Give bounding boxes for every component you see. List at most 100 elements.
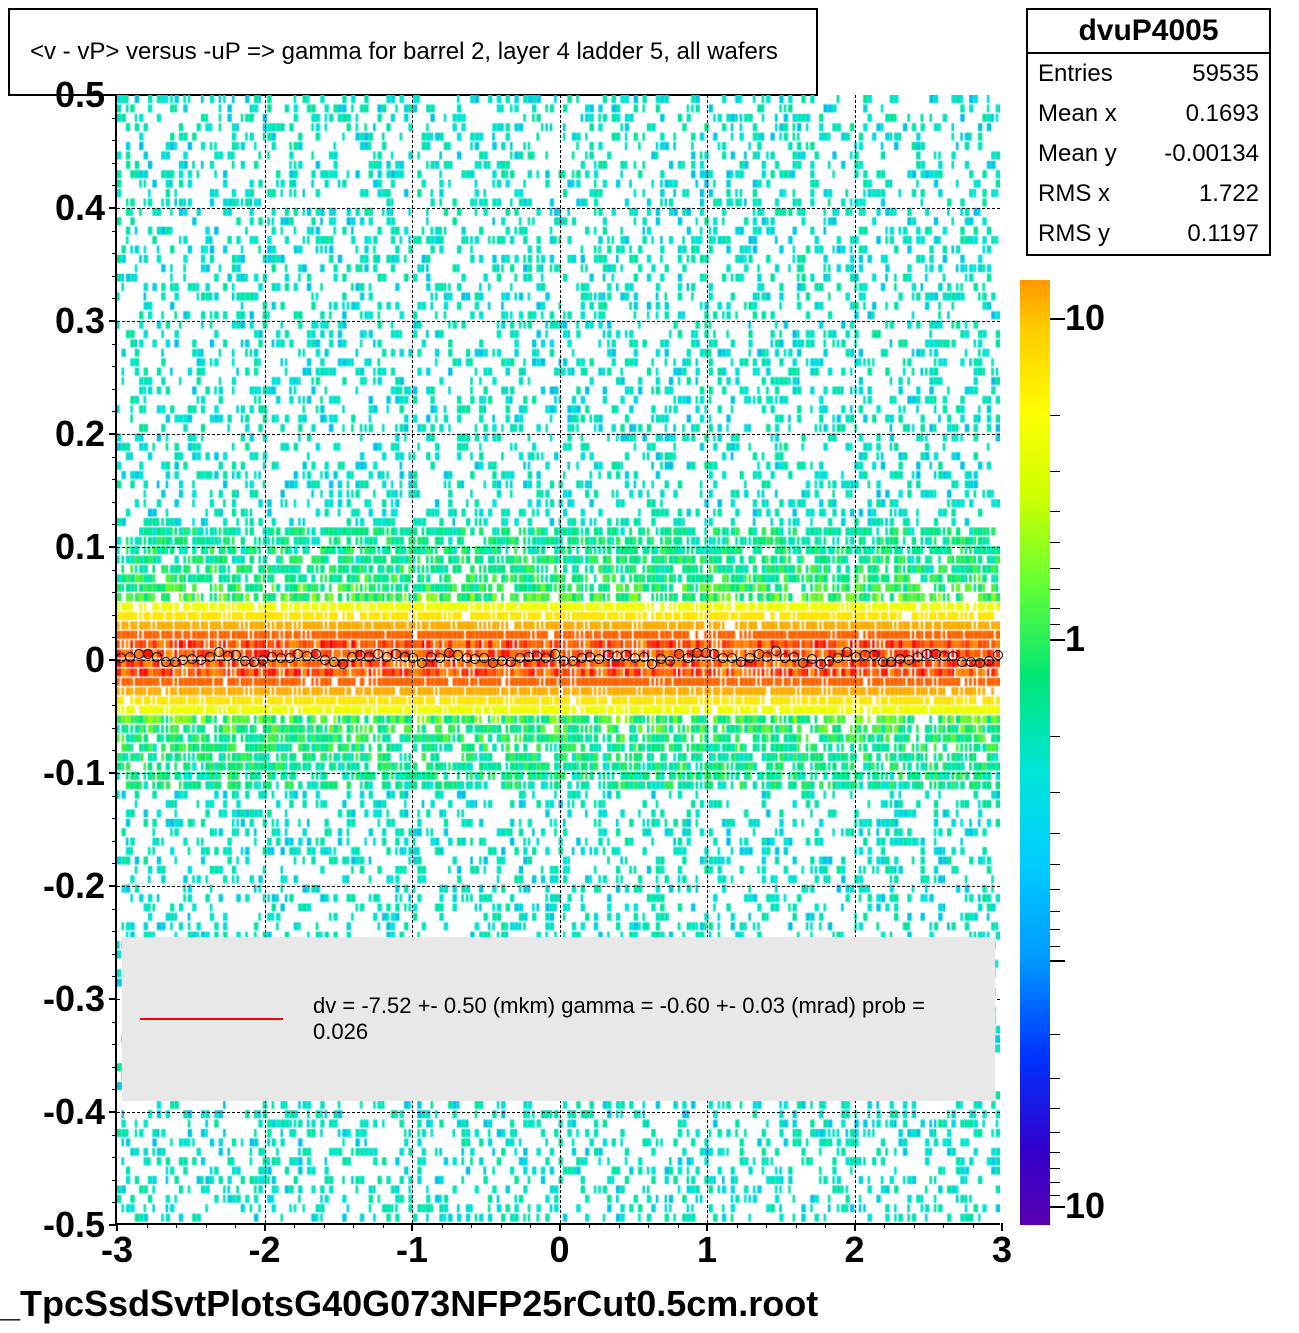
tick-x-minor: [707, 1223, 708, 1228]
y-axis-label: -0.3: [15, 978, 105, 1020]
colorbar-tick-minor: [1050, 1182, 1060, 1183]
profile-marker: [665, 656, 675, 666]
tick-x-minor: [501, 1223, 502, 1228]
tick-x-minor: [147, 1223, 148, 1228]
stats-label: Entries: [1038, 60, 1113, 88]
y-axis-label: 0: [15, 639, 105, 681]
colorbar-tick-minor: [1050, 1195, 1060, 1196]
plot-area: dv = -7.52 +- 0.50 (mkm) gamma = -0.60 +…: [115, 95, 1000, 1225]
stats-box: dvuP4005 Entries 59535 Mean x0.1693 Mean y -…: [1026, 8, 1271, 256]
tick-x-minor: [383, 1223, 384, 1228]
colorbar-tick-major: [1050, 318, 1065, 320]
colorbar-tick-minor: [1050, 929, 1060, 930]
stats-value: 59535: [1192, 60, 1259, 88]
tick-x-minor: [943, 1223, 944, 1228]
colorbar-tick-minor: [1050, 589, 1060, 590]
y-axis-label: -0.5: [15, 1204, 105, 1246]
plot-title-box: <v - vP> versus -uP => gamma for barrel …: [8, 8, 818, 96]
colorbar-tick-major: [1050, 1206, 1065, 1208]
tick-x-minor: [530, 1223, 531, 1228]
plot-title-text: <v - vP> versus -uP => gamma for barrel …: [30, 38, 778, 66]
tick-x-minor: [117, 1223, 118, 1228]
colorbar-tick-minor: [1050, 911, 1060, 912]
colorbar-tick-minor: [1050, 542, 1060, 543]
colorbar-tick-minor: [1050, 1078, 1060, 1079]
x-axis-label: 2: [844, 1229, 864, 1271]
colorbar-tick-major: [1050, 639, 1065, 641]
x-axis-label: -1: [396, 1229, 428, 1271]
stats-value: -0.00134: [1164, 140, 1259, 168]
colorbar-tick-minor: [1050, 864, 1060, 865]
stats-value: 1.722: [1199, 180, 1259, 208]
colorbar-label: 1: [1065, 618, 1085, 660]
colorbar-tick-minor: [1050, 1132, 1060, 1133]
tick-x-minor: [914, 1223, 915, 1228]
profile-marker: [338, 659, 348, 669]
colorbar-tick-minor: [1050, 736, 1060, 737]
x-axis-label: 3: [992, 1229, 1012, 1271]
profile-marker: [993, 650, 1003, 660]
y-axis-label: -0.4: [15, 1091, 105, 1133]
tick-x-minor: [855, 1223, 856, 1228]
tick-x-minor: [471, 1223, 472, 1228]
plot-container: <v - vP> versus -uP => gamma for barrel …: [0, 0, 1299, 1333]
x-axis-label: -3: [101, 1229, 133, 1271]
y-axis-label: -0.2: [15, 865, 105, 907]
stats-label: RMS y: [1038, 220, 1110, 248]
colorbar-tick-minor: [1050, 608, 1060, 609]
colorbar-label: 10: [1065, 1185, 1105, 1227]
profile-marker: [550, 649, 560, 659]
colorbar-label: 10: [1065, 297, 1105, 339]
stats-row: Mean x0.1693: [1028, 94, 1269, 134]
colorbar-tick-minor: [1050, 889, 1060, 890]
tick-x-minor: [737, 1223, 738, 1228]
stats-label: RMS x: [1038, 180, 1110, 208]
profile-marker: [984, 656, 994, 666]
stats-value: 0.1693: [1186, 100, 1259, 128]
x-axis-label: 1: [697, 1229, 717, 1271]
y-axis-label: 0.4: [15, 187, 105, 229]
tick-x-minor: [442, 1223, 443, 1228]
tick-x-minor: [176, 1223, 177, 1228]
stats-row: Mean y -0.00134: [1028, 134, 1269, 174]
tick-x-minor: [265, 1223, 266, 1228]
fit-legend-box: dv = -7.52 +- 0.50 (mkm) gamma = -0.60 +…: [122, 937, 995, 1101]
stats-row: RMS y 0.1197: [1028, 214, 1269, 254]
y-axis-label: 0.2: [15, 413, 105, 455]
stats-value: 0.1197: [1187, 220, 1259, 248]
tick-x-minor: [589, 1223, 590, 1228]
stats-title: dvuP4005: [1028, 10, 1269, 54]
stats-rows-container: Entries 59535 Mean x0.1693 Mean y -0.00134 RM…: [1028, 54, 1269, 254]
tick-x-minor: [796, 1223, 797, 1228]
x-axis-label: -2: [248, 1229, 280, 1271]
legend-fit-text: dv = -7.52 +- 0.50 (mkm) gamma = -0.60 +…: [313, 993, 977, 1045]
colorbar-tick-minor: [1050, 511, 1060, 512]
tick-x-minor: [766, 1223, 767, 1228]
colorbar-tick-minor: [1050, 1168, 1060, 1169]
colorbar-tick-minor: [1050, 1108, 1060, 1109]
stats-label: Mean y: [1038, 140, 1117, 168]
colorbar: [1020, 280, 1050, 1225]
legend-fit-line: [140, 1018, 283, 1020]
y-axis-label: -0.1: [15, 752, 105, 794]
tick-x-minor: [973, 1223, 974, 1228]
tick-x-minor: [678, 1223, 679, 1228]
stats-row: RMS x 1.722: [1028, 174, 1269, 214]
tick-x-minor: [235, 1223, 236, 1228]
colorbar-tick-minor: [1050, 833, 1060, 834]
y-axis-label: 0.5: [15, 74, 105, 116]
tick-x-minor: [353, 1223, 354, 1228]
colorbar-tick-minor: [1050, 415, 1060, 416]
colorbar-tick-major: [1050, 960, 1065, 962]
colorbar-tick-minor: [1050, 1152, 1060, 1153]
tick-x-minor: [884, 1223, 885, 1228]
colorbar-tick-minor: [1050, 792, 1060, 793]
colorbar-tick-minor: [1050, 568, 1060, 569]
tick-x-minor: [560, 1223, 561, 1228]
stats-row: Entries 59535: [1028, 54, 1269, 94]
colorbar-tick-minor: [1050, 471, 1060, 472]
y-axis-label: 0.1: [15, 526, 105, 568]
tick-x-minor: [648, 1223, 649, 1228]
x-axis-label: 0: [549, 1229, 569, 1271]
tick-x-minor: [206, 1223, 207, 1228]
